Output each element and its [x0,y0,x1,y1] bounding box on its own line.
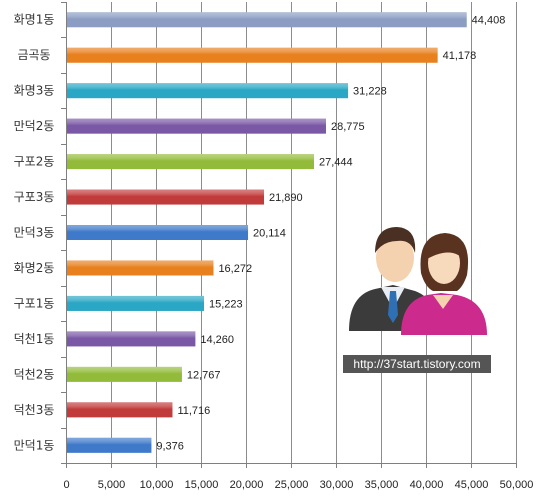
x-tick-label: 50,000 [500,479,534,491]
category-label: 덕천2동 [14,366,55,381]
category-label: 구포2동 [14,155,55,169]
category-label: 화명3동 [14,84,55,98]
category-label: 만덕3동 [14,226,55,240]
category-label: 만덕2동 [14,119,55,133]
bar-highlight [67,437,152,453]
x-tick-label: 35,000 [365,479,399,491]
category-label: 금곡동 [17,48,50,62]
data-label: 21,890 [269,192,303,204]
x-tick-label: 15,000 [185,479,219,491]
watermark-url: http://37start.tistory.com [343,355,491,373]
data-label: 16,272 [218,263,252,275]
x-tick-label: 5,000 [98,479,126,491]
category-label: 화명1동 [14,13,55,27]
category-label: 덕천1동 [14,331,55,346]
data-label: 9,376 [156,440,184,452]
bar-highlight [67,331,196,347]
data-label: 11,716 [177,405,210,417]
data-label: 28,775 [331,121,365,133]
data-label: 44,408 [472,15,506,27]
bar-highlight [67,402,173,418]
data-label: 27,444 [319,157,353,169]
bar-highlight [67,118,326,134]
data-label: 41,178 [443,50,477,62]
bar-highlight [67,366,182,382]
x-tick-label: 45,000 [455,479,489,491]
data-label: 20,114 [253,228,286,240]
data-label: 15,223 [209,298,243,310]
x-tick-label: 25,000 [275,479,309,491]
data-label: 12,767 [187,369,221,381]
category-label: 구포1동 [14,296,55,310]
x-tick-label: 40,000 [410,479,444,491]
bar-highlight [67,154,314,170]
bar-highlight [67,189,265,205]
people-couple-icon [349,227,487,335]
bar-highlight [67,295,205,311]
bar-highlight [67,47,438,63]
x-tick-label: 30,000 [320,479,354,491]
category-label: 구포3동 [14,190,55,204]
x-tick-label: 0 [63,479,69,491]
bar-highlight [67,225,249,240]
bar-highlight [67,260,214,276]
bar-highlight [67,12,467,28]
category-label: 화명2동 [14,261,55,275]
category-label: 만덕1동 [14,438,55,452]
x-tick-label: 10,000 [140,479,174,491]
category-label: 덕천3동 [14,402,55,417]
bar-highlight [67,83,349,99]
data-label: 31,228 [353,86,387,98]
x-tick-label: 20,000 [230,479,264,491]
data-label: 14,260 [200,334,234,346]
